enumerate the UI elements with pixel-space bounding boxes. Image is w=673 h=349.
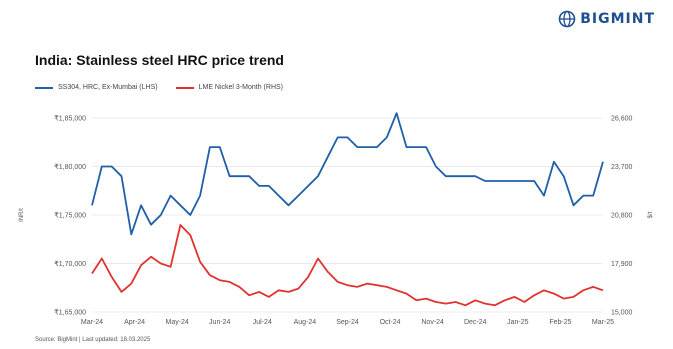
legend-item-nickel: LME Nickel 3-Month (RHS) [175,84,284,91]
y-axis-title-left: INR/t [19,208,25,222]
x-tick-label: Aug-24 [294,319,317,326]
x-tick-label: May-24 [165,319,188,326]
y-tick-label-right: 26,600 [611,116,633,123]
x-tick-label: Jan-25 [507,319,529,326]
y-axis-title-right: $/t [648,211,654,218]
x-tick-label: Mar-24 [81,319,103,326]
x-tick-label: Apr-24 [124,319,145,326]
y-tick-label-right: 15,000 [611,310,633,317]
source-note: Source: BigMint | Last updated: 18.03.20… [35,337,151,343]
y-tick-label-left: ₹1,70,000 [54,260,86,268]
legend: SS304, HRC, Ex-Mumbai (LHS) LME Nickel 3… [35,84,283,91]
legend-swatch-ss304 [35,86,53,89]
chart-title: India: Stainless steel HRC price trend [35,52,284,68]
brand-logo: BIGMINT [558,10,655,28]
y-tick-label-right: 20,800 [611,213,633,220]
x-tick-label: Feb-25 [549,319,571,326]
x-tick-label: Dec-24 [464,319,487,326]
brand-name: BIGMINT [580,11,655,27]
x-tick-label: Nov-24 [421,319,444,326]
x-tick-label: Jul-24 [253,319,272,326]
legend-label-ss304: SS304, HRC, Ex-Mumbai (LHS) [58,84,158,91]
x-tick-label: Mar-25 [592,319,614,326]
x-tick-label: Oct-24 [380,319,401,326]
series-line-ss304 [91,112,604,236]
legend-item-ss304: SS304, HRC, Ex-Mumbai (LHS) [35,84,158,91]
legend-label-nickel: LME Nickel 3-Month (RHS) [198,84,284,91]
y-tick-label-right: 23,700 [611,164,633,171]
globe-icon [558,10,576,28]
y-tick-label-left: ₹1,65,000 [54,309,86,317]
legend-swatch-nickel [175,86,194,89]
y-tick-label-left: ₹1,85,000 [54,115,86,123]
y-tick-label-right: 17,900 [611,261,633,268]
y-tick-label-left: ₹1,80,000 [54,163,86,171]
series-line-nickel [91,224,604,307]
x-tick-label: Sep-24 [336,319,359,326]
x-tick-label: Jun-24 [209,319,231,326]
y-tick-label-left: ₹1,75,000 [54,212,86,220]
